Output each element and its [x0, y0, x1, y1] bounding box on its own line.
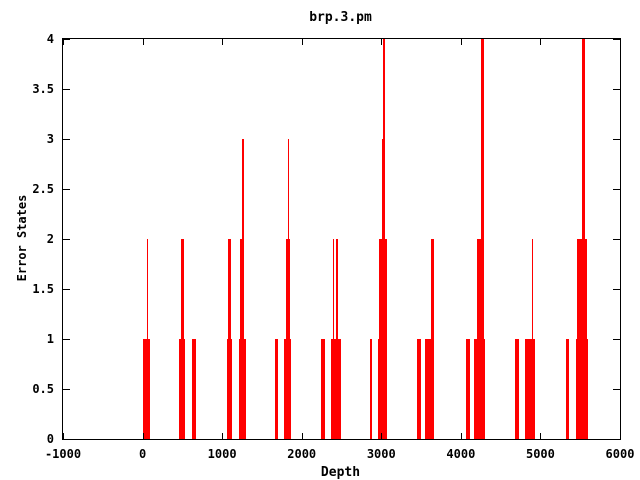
y-tick-mark: [63, 189, 70, 190]
bar-segment: [330, 339, 341, 439]
x-tick-mark-top: [381, 39, 383, 45]
x-tick-mark-top: [63, 39, 64, 45]
y-tick-label: 3: [46, 132, 54, 146]
plot-area: [62, 38, 621, 440]
bar-segment: [274, 339, 278, 439]
bar-segment: [417, 339, 421, 439]
y-tick-mark: [63, 289, 70, 290]
bar-segment: [181, 239, 185, 439]
bar-segment: [382, 39, 385, 439]
bar-segment: [240, 239, 245, 439]
x-tick-mark-top: [620, 39, 621, 45]
bar-segment: [146, 239, 149, 439]
x-tick-mark: [540, 433, 542, 439]
y-tick-mark-right: [613, 39, 620, 40]
y-tick-label: 0.5: [32, 382, 54, 396]
y-tick-mark: [63, 339, 70, 340]
bar-segment: [531, 239, 534, 439]
bar-segment: [287, 139, 290, 439]
x-tick-mark: [63, 433, 64, 439]
x-tick-mark-top: [142, 39, 144, 45]
bar-segment: [431, 239, 434, 439]
bar-segment: [466, 339, 470, 439]
x-tick-label: 5000: [525, 447, 555, 461]
x-tick-mark-top: [301, 39, 303, 45]
bar-segment: [332, 239, 335, 439]
bar-segment: [369, 339, 372, 439]
x-tick-mark: [460, 433, 462, 439]
bar-segment: [425, 339, 435, 439]
chart-title: brp.3.pm: [309, 10, 372, 25]
y-tick-mark-right: [613, 189, 620, 190]
y-tick-mark: [63, 39, 70, 40]
bar-segment: [481, 39, 484, 439]
x-tick-label: 1000: [207, 447, 237, 461]
x-tick-mark: [301, 433, 303, 439]
x-tick-mark: [142, 433, 144, 439]
bar-segment: [320, 339, 325, 439]
x-axis-title: Depth: [320, 465, 361, 480]
y-tick-mark: [63, 389, 70, 390]
bar-segment: [228, 239, 232, 439]
y-tick-mark: [63, 139, 70, 140]
y-tick-label: 2.5: [32, 182, 54, 196]
bar-segment: [525, 339, 536, 439]
x-tick-mark-top: [540, 39, 542, 45]
x-tick-mark-top: [222, 39, 224, 45]
y-tick-label: 0: [46, 432, 54, 446]
y-tick-label: 1: [46, 332, 54, 346]
bar-segment: [143, 339, 150, 439]
x-tick-mark: [620, 433, 621, 439]
x-tick-label: 0: [138, 447, 147, 461]
bar-segment: [515, 339, 519, 439]
x-tick-mark: [381, 433, 383, 439]
y-tick-mark-right: [613, 139, 620, 140]
x-tick-mark-top: [460, 39, 462, 45]
y-tick-mark: [63, 439, 70, 440]
y-tick-mark-right: [613, 339, 620, 340]
y-tick-mark: [63, 89, 70, 90]
bar-segment: [566, 339, 570, 439]
x-tick-label: 6000: [605, 447, 635, 461]
x-tick-label: 4000: [446, 447, 476, 461]
y-tick-label: 1.5: [32, 282, 54, 296]
x-tick-label: 3000: [366, 447, 396, 461]
y-tick-mark-right: [613, 439, 620, 440]
bar-segment: [285, 239, 290, 439]
bar-segment: [336, 239, 339, 439]
x-tick-label: 2000: [287, 447, 317, 461]
y-tick-mark: [63, 239, 70, 240]
y-tick-label: 3.5: [32, 82, 54, 96]
y-tick-mark-right: [613, 289, 620, 290]
x-tick-mark: [222, 433, 224, 439]
y-tick-mark-right: [613, 389, 620, 390]
y-tick-mark-right: [613, 239, 620, 240]
x-tick-label: -1000: [44, 447, 82, 461]
bar-segment: [191, 339, 196, 439]
bar-segment: [242, 139, 244, 439]
y-tick-label: 2: [46, 232, 54, 246]
bar-segment: [582, 39, 585, 439]
y-tick-label: 4: [46, 32, 54, 46]
y-tick-mark-right: [613, 89, 620, 90]
bar-segment: [476, 239, 485, 439]
